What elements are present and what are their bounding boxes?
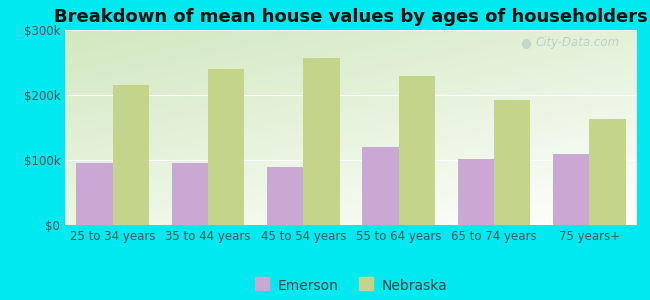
Bar xyxy=(172,163,208,225)
Text: City-Data.com: City-Data.com xyxy=(536,36,620,49)
Bar xyxy=(398,76,435,225)
Bar xyxy=(112,85,149,225)
Text: ●: ● xyxy=(520,36,531,49)
Bar xyxy=(363,147,398,225)
Bar xyxy=(267,167,304,225)
Bar xyxy=(553,154,590,225)
Bar xyxy=(77,163,112,225)
Bar xyxy=(458,159,494,225)
Bar xyxy=(590,119,625,225)
Bar xyxy=(208,69,244,225)
Title: Breakdown of mean house values by ages of householders: Breakdown of mean house values by ages o… xyxy=(54,8,648,26)
Bar xyxy=(304,58,339,225)
Bar xyxy=(494,100,530,225)
Legend: Emerson, Nebraska: Emerson, Nebraska xyxy=(248,272,454,300)
